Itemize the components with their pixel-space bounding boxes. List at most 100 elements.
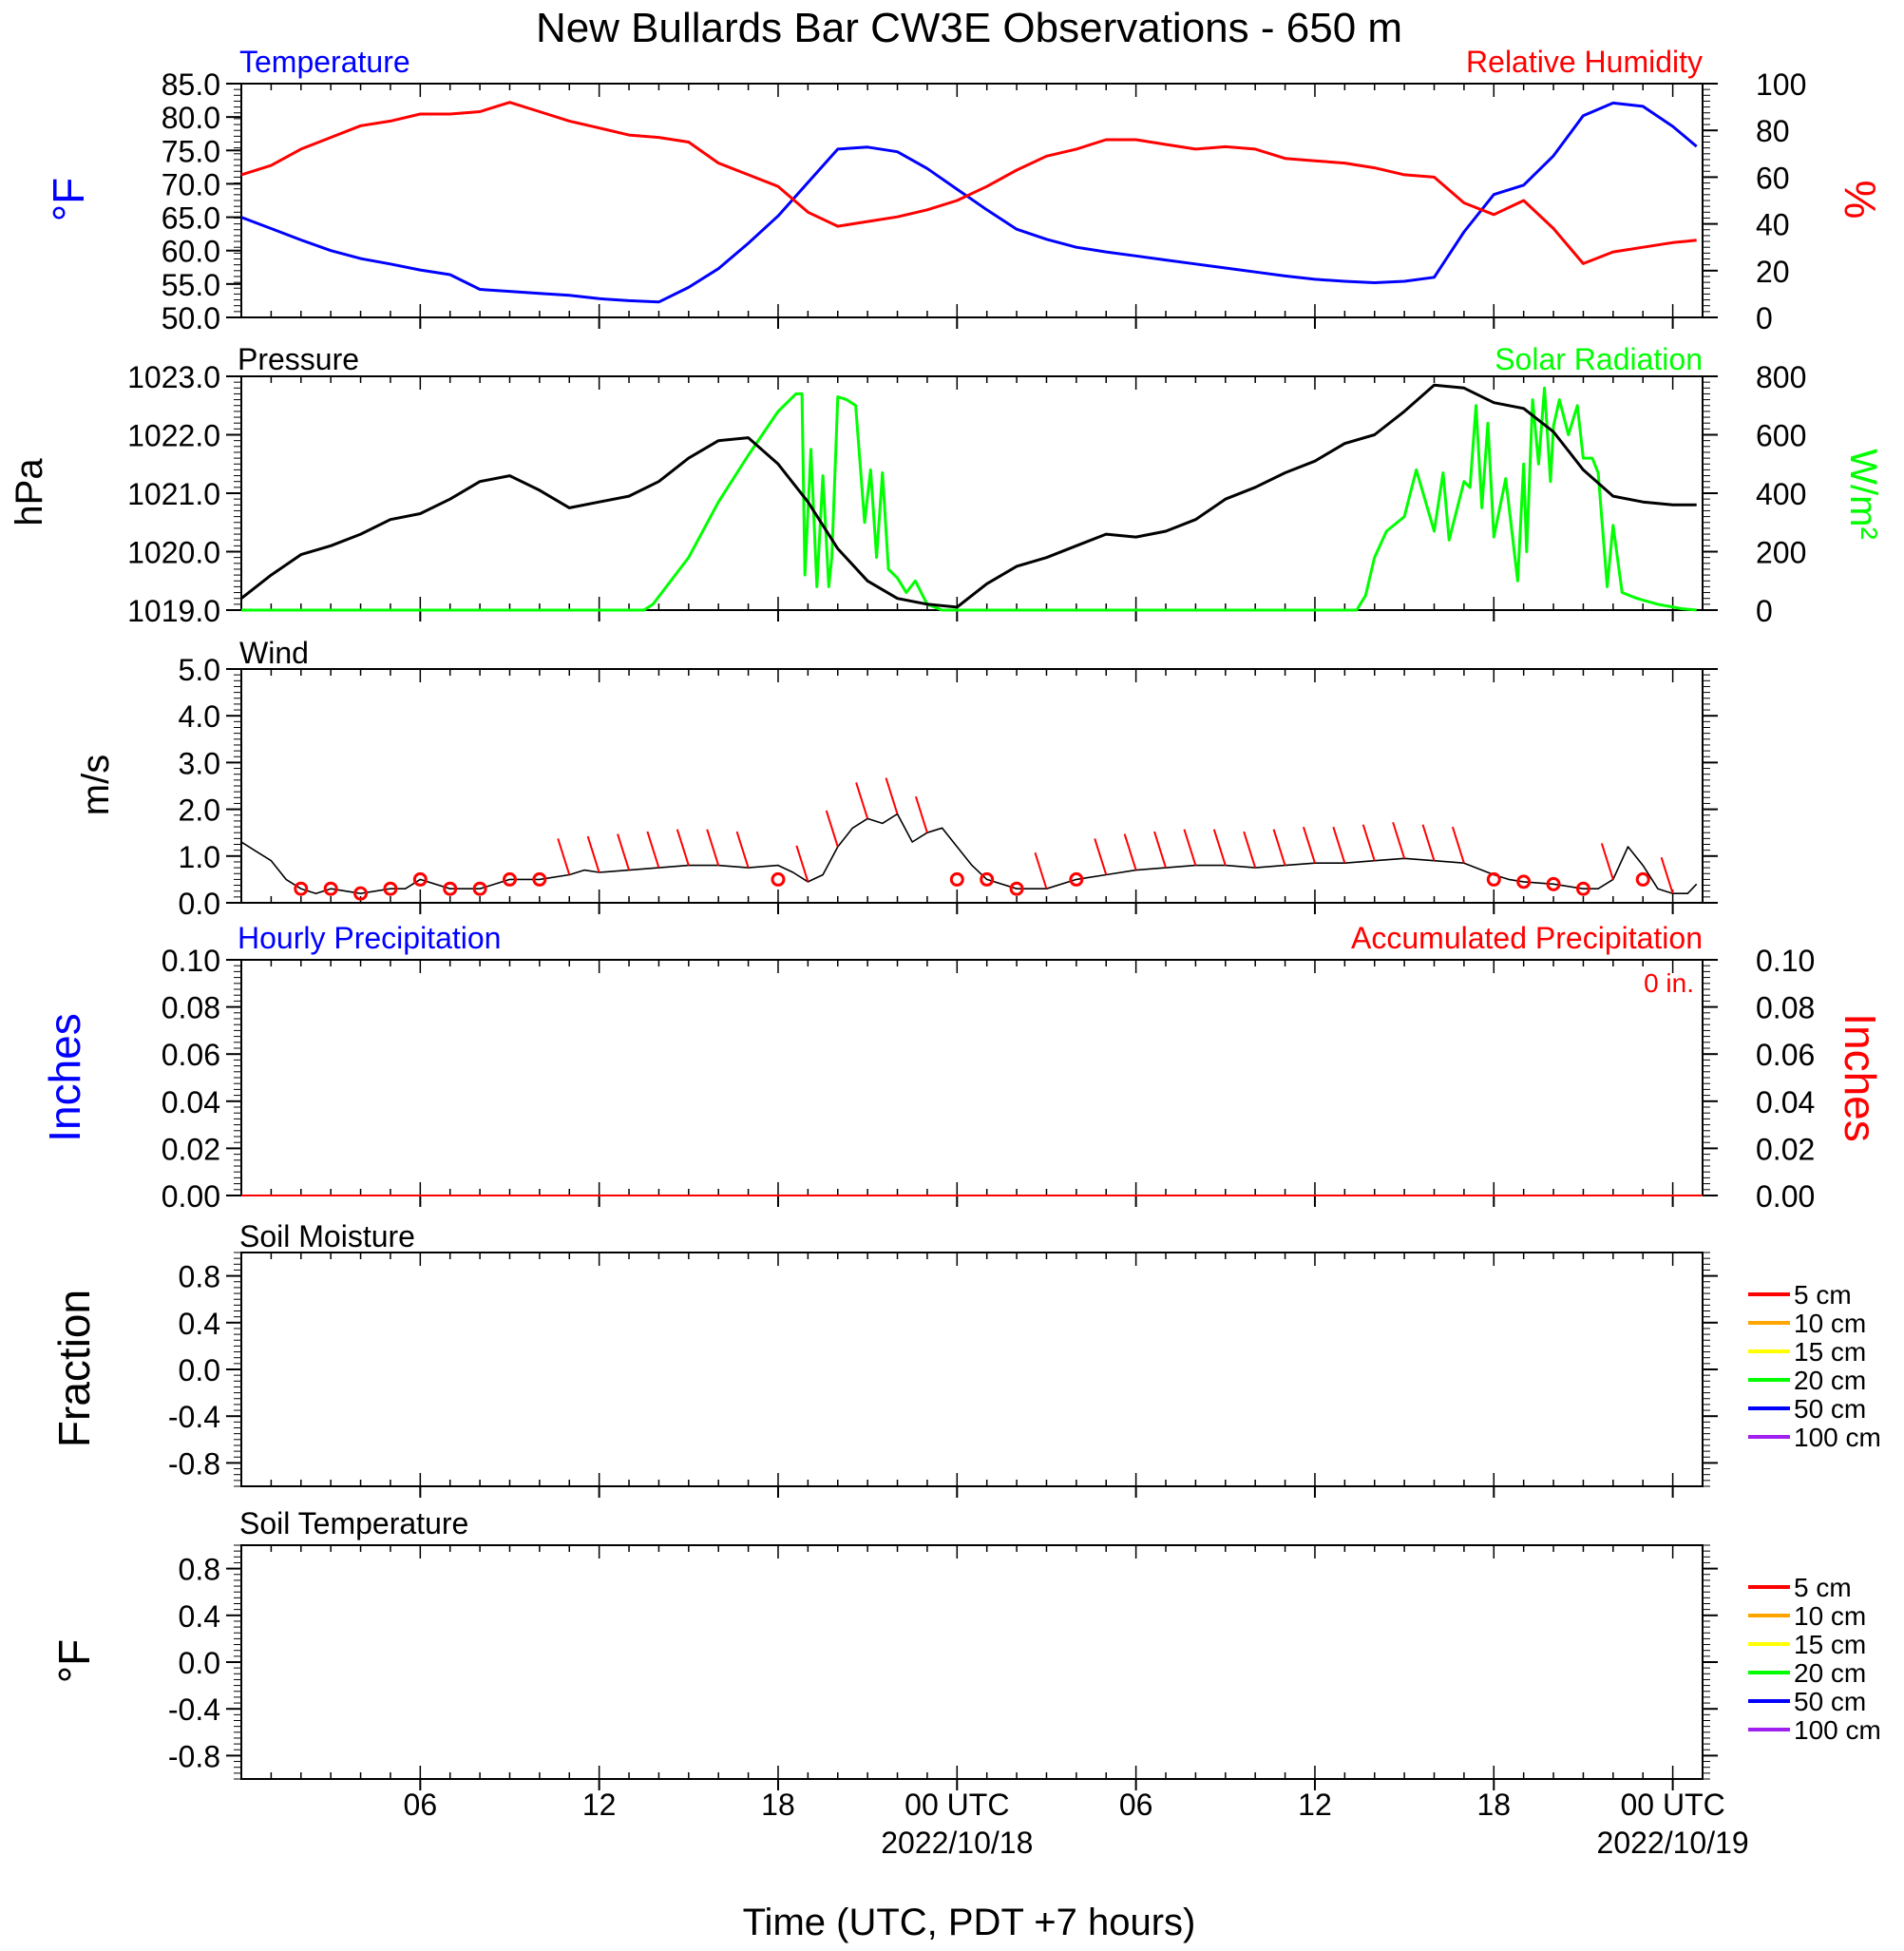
wind-barb <box>1034 851 1048 889</box>
temperature-series-line <box>240 101 1698 304</box>
y-tick-label: 0.0 <box>179 1353 220 1387</box>
wind-barb <box>1392 821 1406 859</box>
y-tick-label: 60.0 <box>162 235 220 269</box>
y2-tick-label: 800 <box>1756 360 1806 394</box>
pressure-axis-label: hPa <box>9 458 50 526</box>
x-tick-label: 06 <box>404 1788 438 1822</box>
precip-right-axis-label: Inches <box>1836 1013 1885 1142</box>
soil-moisture-title: Soil Moisture <box>239 1219 415 1253</box>
x-date-label: 2022/10/18 <box>881 1826 1033 1860</box>
y-tick-label: 55.0 <box>162 268 220 302</box>
humidity-series-line <box>240 101 1697 265</box>
wind-barb <box>1094 838 1108 875</box>
x-axis-labels: 06 12 18 00 UTC 2022/10/18 06 12 18 00 UTC 2022/1… <box>404 1788 1749 1860</box>
calm-wind-marker <box>1069 871 1084 887</box>
y2-tick-label: 0.06 <box>1756 1038 1815 1072</box>
y-tick-label: 70.0 <box>162 167 220 201</box>
wind-barb <box>795 845 809 883</box>
solar-series-line <box>241 386 1697 612</box>
wind-barb <box>1153 831 1167 869</box>
wind-barb <box>1183 829 1197 866</box>
calm-wind-marker <box>1635 871 1650 887</box>
y-tick-label: 1022.0 <box>127 419 220 453</box>
legend-label: 5 cm <box>1794 1280 1852 1310</box>
y2-tick-label: 20 <box>1756 255 1790 289</box>
temperature-axis-label: °F <box>44 178 93 222</box>
y-tick-label: 85.0 <box>162 67 220 102</box>
solar-title: Solar Radiation <box>1495 342 1703 376</box>
y-tick-label: 0.8 <box>179 1553 220 1587</box>
y-tick-label: 0.00 <box>162 1179 220 1214</box>
y-tick-label: 0.4 <box>179 1599 220 1634</box>
x-tick-label: 12 <box>1298 1788 1332 1822</box>
wind-barb <box>676 829 690 866</box>
legend-label: 10 cm <box>1794 1309 1866 1338</box>
wind-barb <box>1272 829 1286 866</box>
y2-tick-label: 0 <box>1756 301 1773 335</box>
temperature-title: Temperature <box>239 45 410 79</box>
y-tick-label: -0.8 <box>168 1739 220 1773</box>
x-tick-label: 06 <box>1119 1788 1153 1822</box>
wind-barb <box>1421 824 1436 862</box>
accum-precip-value: 0 in. <box>1644 968 1694 998</box>
wind-barb <box>825 810 839 848</box>
wind-barb <box>646 831 660 869</box>
y-tick-label: 0.0 <box>179 1646 220 1680</box>
calm-wind-marker <box>1516 874 1532 889</box>
y-tick-label: 0.02 <box>162 1132 220 1166</box>
wind-barb <box>1361 824 1376 862</box>
wind-barb <box>617 833 630 870</box>
legend-label: 20 cm <box>1794 1658 1866 1688</box>
humidity-title: Relative Humidity <box>1466 45 1703 79</box>
legend-label: 100 cm <box>1794 1715 1881 1745</box>
x-axis-title: Time (UTC, PDT +7 hours) <box>743 1902 1196 1943</box>
wind-barb <box>735 831 750 869</box>
y2-tick-label: 40 <box>1756 208 1790 242</box>
y2-tick-label: 0 <box>1756 594 1773 628</box>
wind-barb <box>1451 826 1465 864</box>
y-tick-label: 5.0 <box>179 653 220 687</box>
wind-barb <box>1600 843 1614 880</box>
calm-wind-marker <box>1486 871 1501 887</box>
soil-moisture-axis-label: Fraction <box>49 1290 99 1447</box>
wind-barb <box>885 777 899 814</box>
calm-wind-marker <box>980 871 995 887</box>
plot-frame <box>240 959 1704 1196</box>
y-tick-label: 1020.0 <box>127 536 220 570</box>
y2-tick-label: 200 <box>1756 536 1806 570</box>
y-tick-label: 0.8 <box>179 1260 220 1294</box>
calm-wind-marker <box>1009 881 1024 896</box>
y-tick-label: 0.06 <box>162 1038 220 1072</box>
calm-wind-marker <box>353 886 369 901</box>
pressure-series-line <box>240 383 1697 609</box>
y2-tick-label: 600 <box>1756 419 1806 453</box>
panel-soil-temperature: Soil Temperature °F -0.8 -0.4 0.0 0.4 0.8 5 c… <box>49 1506 1881 1790</box>
wind-barb <box>586 835 600 873</box>
calm-wind-marker <box>532 871 547 887</box>
panel-soil-moisture: Soil Moisture Fraction -0.8 -0.4 0.0 0.4 0.8… <box>49 1219 1881 1498</box>
legend-label: 100 cm <box>1794 1423 1881 1452</box>
y2-tick-label: 0.10 <box>1756 944 1815 978</box>
legend-label: 20 cm <box>1794 1366 1866 1395</box>
y2-tick-label: 60 <box>1756 161 1790 195</box>
wind-barb <box>855 782 869 819</box>
y-tick-label: 1023.0 <box>127 360 220 394</box>
wind-barb <box>1123 833 1137 870</box>
x-tick-label: 00 UTC <box>1620 1788 1724 1822</box>
calm-wind-marker <box>1575 881 1590 896</box>
calm-wind-marker <box>443 881 458 896</box>
x-tick-label: 18 <box>1476 1788 1511 1822</box>
solar-axis-label: W/m² <box>1842 449 1884 540</box>
y2-tick-label: 0.00 <box>1756 1179 1815 1214</box>
soil-temperature-axis-label: °F <box>49 1639 99 1684</box>
legend-label: 10 cm <box>1794 1601 1866 1631</box>
chart-title: New Bullards Bar CW3E Observations - 650… <box>536 5 1402 51</box>
precip-left-axis-label: Inches <box>40 1013 89 1142</box>
wind-barb <box>557 838 571 875</box>
plot-frame <box>240 1252 1704 1487</box>
legend-label: 15 cm <box>1794 1630 1866 1659</box>
y-tick-label: 1019.0 <box>127 594 220 628</box>
legend-label: 5 cm <box>1794 1573 1852 1602</box>
legend-label: 15 cm <box>1794 1337 1866 1367</box>
y-tick-label: 65.0 <box>162 201 220 236</box>
